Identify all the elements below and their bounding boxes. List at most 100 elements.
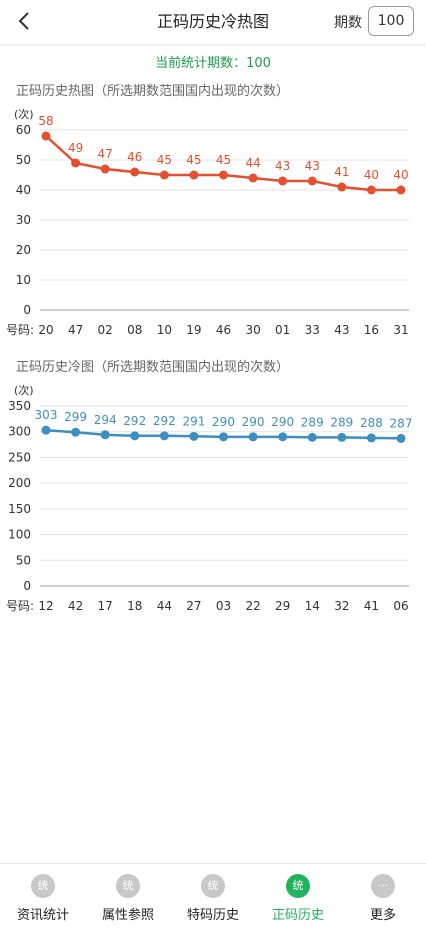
chart-1-data-point: [219, 432, 228, 442]
stats-icon: 统: [31, 874, 55, 898]
chart-0-x-tick-label: 01: [275, 323, 290, 337]
tab-news-stats[interactable]: 统 资讯统计: [0, 864, 86, 928]
chart-1-data-point: [41, 425, 51, 435]
chart-1-data-point: [366, 433, 376, 443]
chart-0-x-tick-label: 33: [305, 323, 320, 337]
chart-1-x-tick-label: 22: [245, 599, 260, 613]
chart-1-x-tick-label: 18: [127, 599, 142, 613]
chart-0-data-label: 46: [127, 150, 142, 164]
chart-0-x-tick-label: 16: [364, 323, 379, 337]
chart-0-data-label: 43: [275, 159, 290, 173]
chart-1-data-label: 290: [212, 415, 235, 429]
period-input[interactable]: [368, 6, 414, 36]
chart-0-data-point: [307, 176, 317, 186]
chart-0-x-tick-label: 30: [245, 323, 260, 337]
tab-special-history[interactable]: 统 特码历史: [170, 864, 256, 928]
chart-0-data-point: [219, 170, 228, 180]
chart-0-x-tick-label: 10: [157, 323, 172, 337]
chart-0-data-point: [189, 170, 199, 180]
tab-regular-history[interactable]: 统 正码历史: [255, 864, 341, 928]
chart-1-data-label: 289: [330, 415, 353, 429]
chart-0-y-axis-label: (次): [14, 107, 34, 121]
chart-1-data-point: [159, 431, 169, 441]
chart-0-data-label: 58: [38, 114, 53, 128]
chart-1-y-tick-label: 100: [8, 528, 31, 542]
chart-1-data-point: [130, 431, 140, 441]
tab-label: 正码历史: [271, 908, 324, 923]
chart-0-data-label: 43: [305, 159, 320, 173]
chart-1-x-tick-label: 42: [68, 599, 83, 613]
tab-label: 属性参照: [101, 908, 154, 923]
chart-1-x-tick-label: 44: [157, 599, 172, 613]
chart-0-y-tick-label: 50: [16, 153, 31, 167]
tab-more[interactable]: ··· 更多: [340, 864, 426, 928]
chart-1-data-point: [71, 427, 81, 437]
hot-line-chart: (次)0102030405060号码:582049474702460845104…: [6, 107, 409, 337]
chart-0-data-point: [248, 173, 258, 183]
chart-0-data-point: [71, 158, 81, 168]
chart-1-x-tick-label: 27: [186, 599, 201, 613]
chart-1-y-tick-label: 250: [8, 450, 31, 464]
chart-0-x-tick-label: 08: [127, 323, 142, 337]
chart-1-data-point: [337, 432, 347, 442]
chart-1-data-label: 287: [390, 416, 413, 430]
chart-0-data-label: 49: [68, 141, 83, 155]
chart-0-data-point: [366, 185, 376, 195]
chart-0-x-tick-label: 46: [216, 323, 231, 337]
chart-0-y-tick-label: 60: [16, 123, 31, 137]
bottom-tab-bar: 统 资讯统计 统 属性参照 统 特码历史 统 正码历史 ··· 更多: [0, 863, 426, 928]
chart-1-y-tick-label: 150: [8, 502, 31, 516]
chart-0-y-tick-label: 0: [23, 303, 31, 317]
chart-1-data-label: 303: [35, 408, 58, 422]
chart-1-x-tick-label: 12: [38, 599, 53, 613]
chart-1-data-point: [100, 430, 110, 440]
tab-label: 资讯统计: [16, 908, 69, 923]
chart-0-y-tick-label: 40: [16, 183, 31, 197]
chart-0-x-tick-label: 20: [38, 323, 53, 337]
chart-1-x-tick-label: 29: [275, 599, 290, 613]
chart-1-x-tick-label: 06: [393, 599, 408, 613]
chart-1-data-label: 290: [271, 415, 294, 429]
chart-0-data-point: [41, 131, 51, 141]
chart-0-data-label: 40: [393, 168, 408, 182]
chart-1-data-point: [278, 432, 288, 442]
chart-1-data-point: [189, 431, 199, 441]
chart-0-data-label: 41: [334, 165, 349, 179]
chart-0-data-point: [130, 167, 140, 177]
back-arrow-icon[interactable]: [14, 10, 36, 32]
stats-icon: 统: [201, 874, 225, 898]
chart-0-data-point: [337, 182, 347, 192]
chart-0-x-tick-label: 47: [68, 323, 83, 337]
chart-1-x-tick-label: 32: [334, 599, 349, 613]
chart-1-y-tick-label: 50: [16, 553, 31, 567]
period-label: 期数: [334, 15, 362, 31]
tab-label: 更多: [369, 908, 396, 923]
chart-0-data-point: [278, 176, 288, 186]
tab-attribute-reference[interactable]: 统 属性参照: [85, 864, 171, 928]
chart-0-data-label: 47: [98, 147, 113, 161]
chart-0-x-tick-label: 43: [334, 323, 349, 337]
chart-0-x-tick-label: 02: [98, 323, 113, 337]
chart-1-data-label: 291: [182, 414, 205, 428]
chart-0-x-tick-label: 31: [393, 323, 408, 337]
tab-label: 特码历史: [186, 908, 239, 923]
page-title: 正码历史冷热图: [156, 12, 269, 31]
chart-0-data-label: 45: [157, 153, 172, 167]
chart-1-y-tick-label: 0: [23, 579, 31, 593]
chart-0-data-point: [396, 185, 406, 195]
chart-0-x-axis-label: 号码:: [6, 323, 34, 337]
hot-chart-title: 正码历史热图（所选期数范围国内出现的次数）: [16, 84, 290, 99]
chart-1-x-tick-label: 14: [305, 599, 320, 613]
chart-1-x-tick-label: 03: [216, 599, 231, 613]
more-icon: ···: [371, 874, 395, 898]
cold-chart-title: 正码历史冷图（所选期数范围国内出现的次数）: [16, 360, 290, 375]
top-nav-bar: 正码历史冷热图 期数: [0, 0, 426, 45]
cold-line-chart: (次)050100150200250300350号码:3031229942294…: [6, 383, 413, 613]
chart-1-y-tick-label: 300: [8, 425, 31, 439]
chart-1-x-axis-label: 号码:: [6, 599, 34, 613]
stats-icon: 统: [116, 874, 140, 898]
chart-1-data-label: 290: [242, 415, 265, 429]
chart-1-data-label: 299: [64, 410, 87, 424]
chart-1-x-tick-label: 41: [364, 599, 379, 613]
chart-0-x-tick-label: 19: [186, 323, 201, 337]
